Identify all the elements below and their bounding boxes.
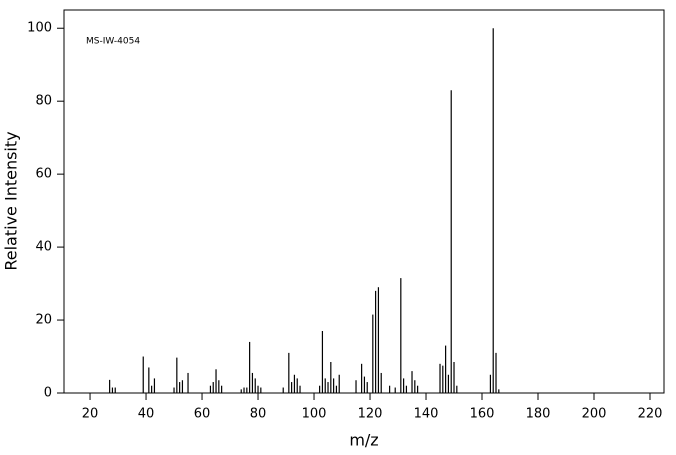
annotation: MS-IW-4054 <box>86 37 140 47</box>
x-tick-label: 80 <box>250 407 267 422</box>
x-axis-label: m/z <box>349 431 378 450</box>
y-axis-label: Relative Intensity <box>2 131 21 270</box>
x-tick-label: 20 <box>82 407 99 422</box>
x-tick-label: 140 <box>414 407 439 422</box>
y-tick-label: 100 <box>27 21 52 36</box>
y-tick-label: 40 <box>35 240 52 255</box>
x-tick-label: 220 <box>638 407 663 422</box>
x-tick-label: 160 <box>470 407 495 422</box>
x-tick-label: 40 <box>138 407 155 422</box>
y-tick-label: 0 <box>44 386 52 401</box>
plot-frame <box>63 9 665 394</box>
x-tick-label: 200 <box>582 407 607 422</box>
x-tick-label: 180 <box>526 407 551 422</box>
y-tick-label: 60 <box>35 167 52 182</box>
y-tick-label: 80 <box>35 94 52 109</box>
x-tick-label: 120 <box>358 407 383 422</box>
x-tick-label: 60 <box>194 407 211 422</box>
x-tick-label: 100 <box>302 407 327 422</box>
y-tick-label: 20 <box>35 313 52 328</box>
